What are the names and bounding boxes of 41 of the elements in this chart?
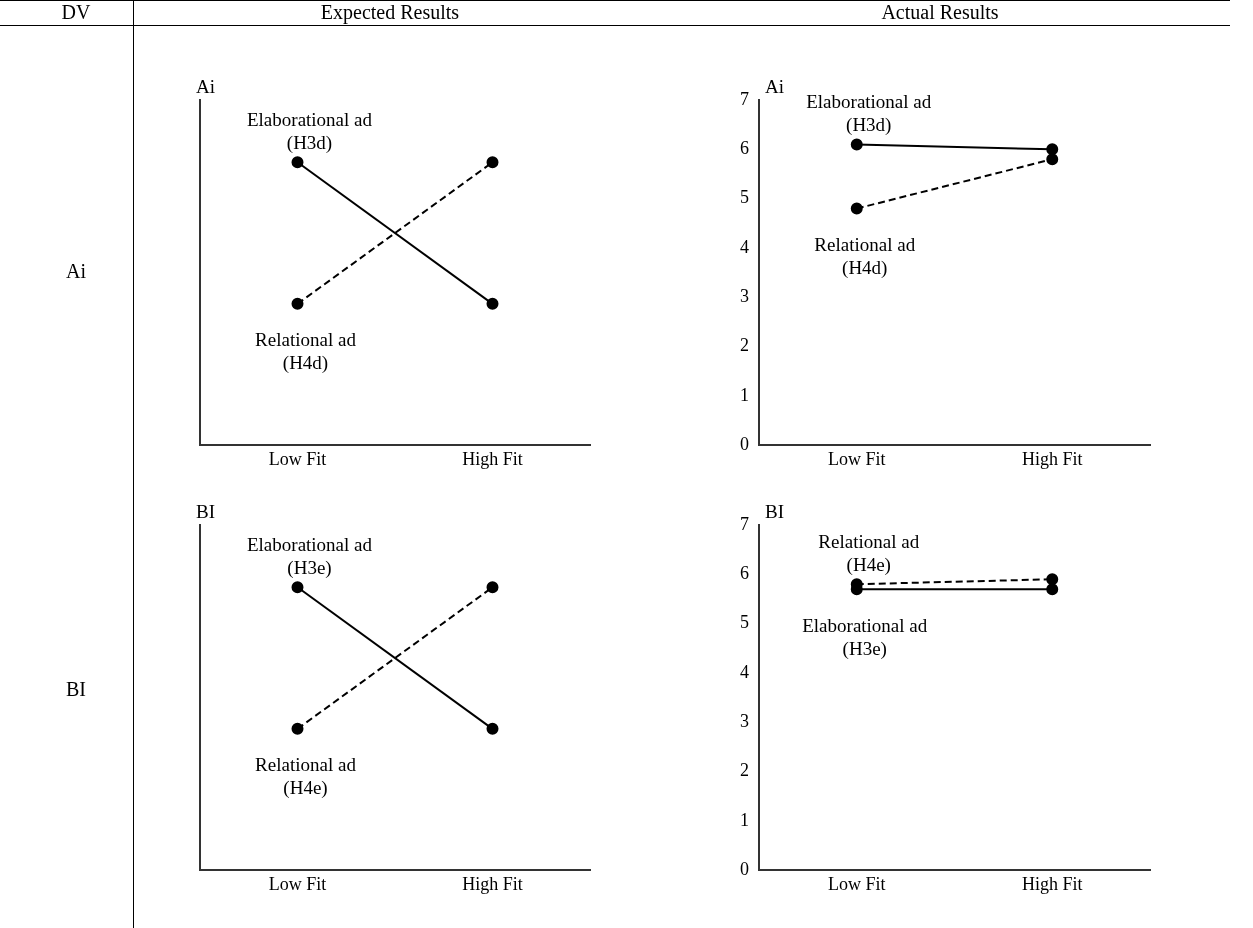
text: Actual Results	[881, 1, 999, 24]
series-label: Elaborational ad (H3d)	[806, 90, 932, 136]
text: Ai	[66, 260, 86, 283]
x-tick-label: Low Fit	[268, 873, 327, 894]
text: DV	[61, 1, 91, 24]
y-tick-label: 1	[740, 384, 749, 405]
series-label: Elaborational ad (H3e)	[246, 533, 373, 579]
x-tick-label: Low Fit	[268, 448, 327, 469]
y-tick-label: 5	[740, 612, 749, 633]
series-label: Relational ad (H4e)	[818, 530, 920, 576]
y-axis-title: BI	[765, 501, 784, 523]
y-tick-label: 7	[740, 513, 749, 534]
y-tick-label: 6	[740, 563, 749, 584]
text: Relational ad (H4d)	[814, 234, 916, 280]
text: BI	[66, 678, 86, 701]
y-tick-label: 4	[740, 661, 749, 682]
y-axis-title: Ai	[765, 76, 784, 98]
y-tick-label: 7	[740, 88, 749, 109]
x-tick-label: Low Fit	[827, 448, 886, 469]
y-tick-label: 4	[740, 236, 749, 257]
y-tick-label: 6	[740, 138, 749, 159]
x-tick-label: High Fit	[1021, 873, 1083, 894]
y-tick-label: 3	[740, 286, 749, 307]
y-tick-label: 5	[740, 187, 749, 208]
y-tick-label: 1	[740, 809, 749, 830]
y-tick-label: 2	[740, 335, 749, 356]
x-tick-label: High Fit	[462, 873, 523, 894]
series-label: Elaborational ad (H3d)	[246, 108, 373, 154]
series-label: Elaborational ad (H3e)	[802, 614, 928, 660]
x-tick-label: High Fit	[462, 448, 523, 469]
text: Relational ad (H4e)	[255, 754, 357, 800]
x-tick-label: Low Fit	[827, 873, 886, 894]
y-axis-title: BI	[196, 501, 215, 523]
y-tick-label: 0	[740, 859, 749, 880]
y-tick-label: 0	[740, 434, 749, 455]
y-tick-label: 2	[740, 760, 749, 781]
text: Expected Results	[320, 1, 460, 24]
text: Relational ad (H4d)	[255, 329, 357, 375]
y-tick-label: 3	[740, 711, 749, 732]
x-tick-label: High Fit	[1021, 448, 1083, 469]
y-axis-title: Ai	[196, 76, 215, 98]
